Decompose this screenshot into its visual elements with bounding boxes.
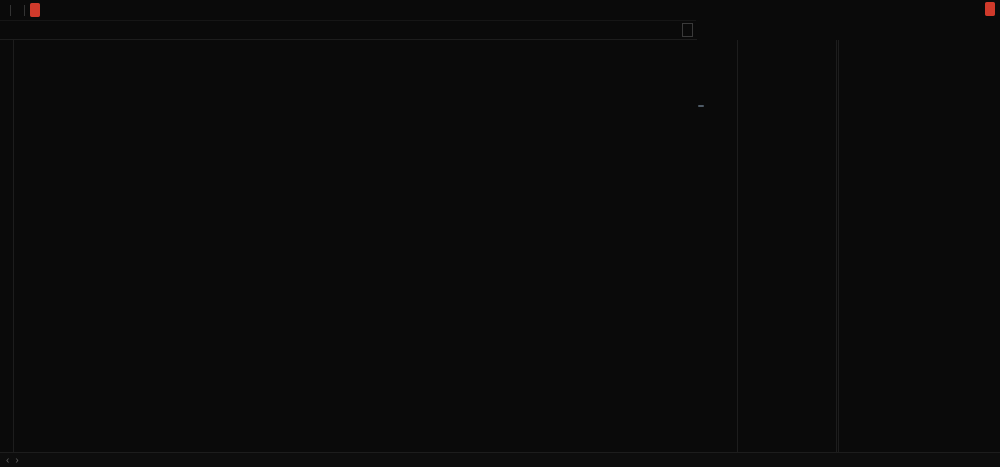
- kline-chart[interactable]: [14, 40, 697, 452]
- buy-button[interactable]: [30, 3, 40, 17]
- instrument-buy-button[interactable]: [985, 2, 995, 16]
- scroll-right-icon[interactable]: ›: [15, 454, 19, 466]
- chart-header: [0, 21, 697, 40]
- quote-panel: [737, 40, 837, 452]
- indicator-tab-bar: ‹ ›: [0, 452, 1000, 467]
- current-price-tag: [698, 105, 704, 107]
- divider: [24, 4, 25, 16]
- fundamentals-panel: [838, 40, 1000, 452]
- movers-header: [844, 185, 996, 199]
- time-sales-list[interactable]: [742, 69, 833, 452]
- price-axis: [697, 40, 737, 452]
- scroll-left-icon[interactable]: ‹: [6, 454, 10, 466]
- forecast-unit: [844, 74, 996, 83]
- top-toolbar: [0, 0, 696, 21]
- forecast-bar-chart: [844, 83, 996, 169]
- forecast-header: [844, 60, 996, 74]
- market-breadth: [742, 55, 833, 67]
- instrument-block: [980, 2, 995, 19]
- divider: [10, 4, 11, 16]
- quote-panel-header: [742, 42, 833, 55]
- key-ratios-header: [844, 44, 996, 58]
- left-sidebar: [0, 40, 14, 452]
- valuation-header: [844, 169, 996, 183]
- date-range-selector[interactable]: [682, 23, 693, 37]
